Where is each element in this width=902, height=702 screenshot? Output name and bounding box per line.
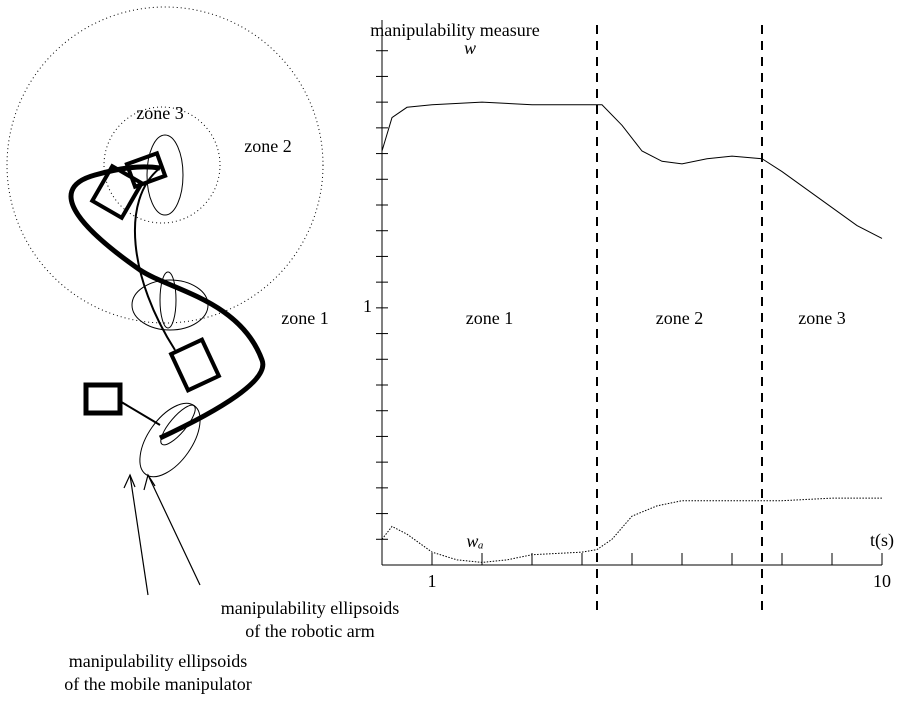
- ellipsoid: [159, 271, 177, 329]
- annotation: of the mobile manipulator: [64, 674, 251, 694]
- zone-label: zone 2: [244, 136, 291, 156]
- ellipsoid: [160, 404, 196, 446]
- robot: [83, 382, 123, 416]
- annotation: manipulability ellipsoids: [69, 651, 248, 671]
- zone-3-boundary: [103, 106, 221, 224]
- y-tick-label: 1: [363, 296, 372, 316]
- zone-label: zone 2: [656, 308, 703, 328]
- series-label: w: [464, 38, 476, 58]
- series-label: wₐ: [466, 531, 483, 551]
- arrow-head: [123, 473, 156, 491]
- x-tick-label: 1: [428, 571, 437, 591]
- y-axis-label: manipulability measure: [370, 20, 539, 40]
- series-line: [381, 497, 882, 563]
- x-axis-label: t(s): [870, 530, 894, 551]
- pointer-arrow: [129, 474, 201, 596]
- series-line: [381, 101, 883, 239]
- zone-label: zone 1: [466, 308, 513, 328]
- robot: [89, 163, 145, 221]
- zone-label: zone 3: [798, 308, 845, 328]
- ellipsoid: [131, 279, 209, 331]
- ellipsoid: [139, 402, 201, 478]
- zone-label: zone 3: [136, 103, 183, 123]
- robot-diagram: [6, 6, 324, 596]
- robot: [168, 337, 222, 393]
- trajectory: [68, 164, 266, 441]
- robot: [124, 150, 168, 190]
- annotation: of the robotic arm: [245, 621, 374, 641]
- ellipsoid: [146, 134, 184, 216]
- x-tick-label: 10: [873, 571, 891, 591]
- zone-label: zone 1: [281, 308, 328, 328]
- zone-2-boundary: [6, 6, 324, 324]
- annotation: manipulability ellipsoids: [221, 598, 400, 618]
